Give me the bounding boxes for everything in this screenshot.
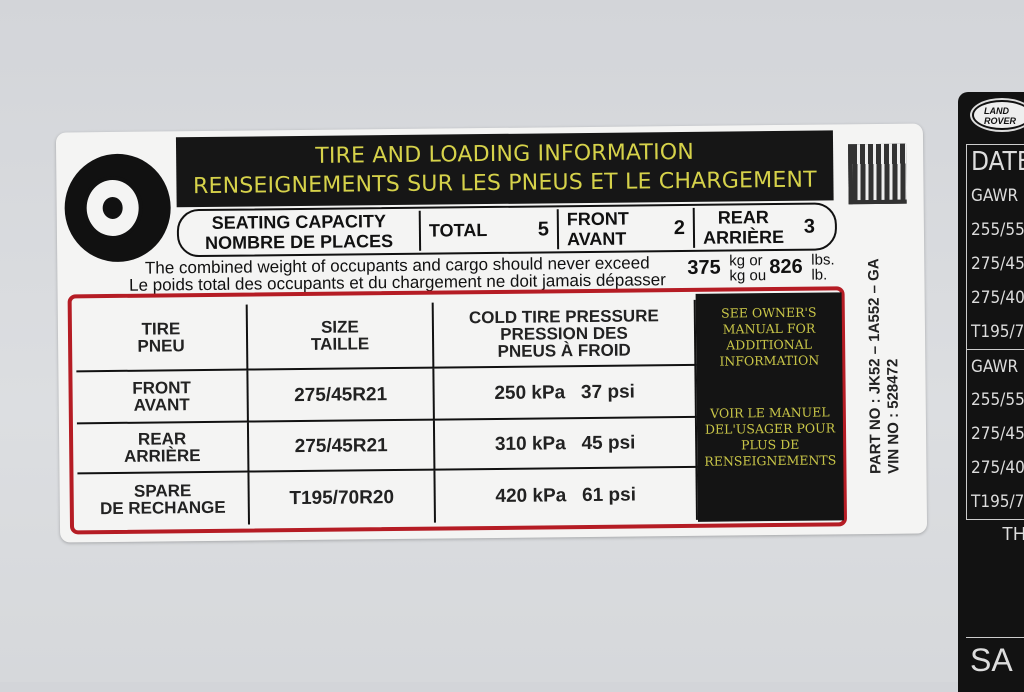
owners-manual-note: SEE OWNER'S MANUAL FOR ADDITIONAL INFORM… — [695, 292, 844, 522]
header-tire: TIRE PNEU — [75, 304, 249, 373]
seating-capacity: SEATING CAPACITY NOMBRE DE PLACES TOTAL 5 … — [176, 202, 838, 258]
header-pressure: COLD TIRE PRESSURE PRESSION DES PNEUS À FR… — [433, 299, 697, 369]
datamatrix-code — [848, 143, 907, 205]
vehicle-certification-label: LAND ROVER DATE GAWR F 255/55 275/45 275… — [958, 92, 1024, 692]
row-spare-pressure: 420 kPa 61 psi — [435, 467, 698, 523]
row-spare-position: SPARE DE RECHANGE — [77, 472, 250, 527]
row-front-size: 275/45R21 — [248, 368, 435, 423]
label-header: TIRE AND LOADING INFORMATION RENSEIGNEME… — [175, 130, 834, 208]
row-front-position: FRONT AVANT — [76, 370, 249, 425]
row-spare-size: T195/70R20 — [249, 470, 436, 525]
title-fr: RENSEIGNEMENTS SUR LES PNEUS ET LE CHARG… — [192, 167, 817, 200]
tire-pressure-table: TIRE PNEU SIZE TAILLE COLD TIRE PRESSURE PR… — [67, 286, 848, 535]
seating-rear: REAR ARRIÈRE 3 — [692, 206, 824, 248]
row-rear-position: REAR ARRIÈRE — [76, 422, 250, 475]
footer-text: TH — [1002, 524, 1024, 544]
part-number: PART NO : JK52 – 1A552 – GA — [865, 258, 885, 475]
footer-text-2: SA — [966, 637, 1024, 683]
land-rover-logo: LAND ROVER — [970, 98, 1024, 132]
row-rear-pressure: 310 kPa 45 psi — [434, 417, 698, 471]
seating-total: TOTAL 5 — [418, 209, 558, 251]
row-front-pressure: 250 kPa 37 psi — [434, 365, 697, 421]
part-info: PART NO : JK52 – 1A552 – GA VIN NO : 528… — [865, 258, 903, 474]
row-rear-size: 275/45R21 — [248, 420, 436, 473]
tire-icon — [64, 153, 172, 263]
tire-loading-label: TIRE AND LOADING INFORMATION RENSEIGNEME… — [55, 123, 928, 543]
seating-front: FRONT AVANT 2 — [556, 207, 694, 250]
vin-number: VIN NO : 528472 — [884, 358, 903, 474]
header-size: SIZE TAILLE — [247, 302, 435, 371]
gawr-table: DATE GAWR F 255/55 275/45 275/40 T195/7 … — [966, 144, 1024, 520]
seating-label: SEATING CAPACITY NOMBRE DE PLACES — [204, 211, 394, 253]
